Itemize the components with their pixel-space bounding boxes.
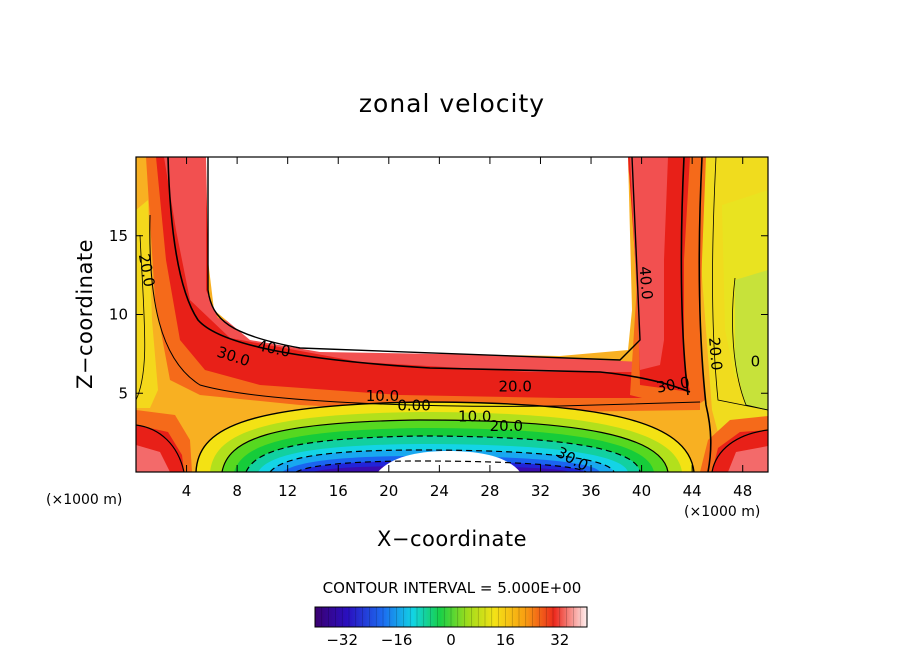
colorbar-stripes xyxy=(321,607,581,627)
y-ticks: 5 10 15 xyxy=(109,227,768,402)
colorbar-tick-label: −32 xyxy=(326,631,358,649)
contour-right-2 xyxy=(698,157,712,472)
contour-label: 20.0 xyxy=(705,336,726,371)
contour-labels: 20.040.030.010.00.0020.010.020.030.030.0… xyxy=(135,252,761,472)
x-tick-label: 4 xyxy=(182,482,192,500)
contour-label: 10.0 xyxy=(458,407,491,425)
contour-arch-3 xyxy=(245,435,641,472)
contour-label: 40.0 xyxy=(635,266,656,301)
contour-40-left xyxy=(207,157,641,361)
band-br-pink xyxy=(728,446,768,472)
contour-label: 10.0 xyxy=(366,387,399,405)
y-tick-label: 5 xyxy=(118,384,128,402)
x-tick-label: 12 xyxy=(278,482,297,500)
x-tick-label: 36 xyxy=(581,482,600,500)
chart-title: zonal velocity xyxy=(359,89,545,118)
x-tick-label: 24 xyxy=(430,482,449,500)
colorbar-tick-label: −16 xyxy=(381,631,413,649)
x-tick-label: 48 xyxy=(733,482,752,500)
contour-label: 20.0 xyxy=(498,377,531,395)
contour-br xyxy=(711,429,768,472)
y-tick-label: 15 xyxy=(109,227,128,245)
contour-thin-left xyxy=(136,234,146,401)
contour-interval-text: CONTOUR INTERVAL = 5.000E+00 xyxy=(323,579,582,597)
band-bl-pink xyxy=(136,445,170,472)
contour-arch-1 xyxy=(195,401,695,472)
x-units-right: (×1000 m) xyxy=(684,504,760,520)
x-tick-label: 28 xyxy=(480,482,499,500)
colorbar-ticks: −32 −16 0 16 32 xyxy=(326,631,569,649)
colorbar-tick-label: 0 xyxy=(446,631,456,649)
contour-bl xyxy=(136,424,185,472)
x-tick-label: 20 xyxy=(379,482,398,500)
band-right-greenish xyxy=(735,270,768,410)
contour-label: 0.00 xyxy=(397,396,430,414)
contour-30-left xyxy=(167,157,691,393)
x-units-left: (×1000 m) xyxy=(46,492,122,508)
colorbar-tick-label: 16 xyxy=(496,631,515,649)
contour-label: 0 xyxy=(751,352,761,370)
contour-arch-2 xyxy=(221,419,669,472)
y-tick-label: 10 xyxy=(109,306,128,324)
x-tick-label: 40 xyxy=(632,482,651,500)
colorbar xyxy=(314,606,588,628)
contour-lines xyxy=(136,157,768,472)
contour-arch-4 xyxy=(269,449,615,472)
contour-arch-5 xyxy=(295,460,587,472)
contour-right-1 xyxy=(680,157,689,396)
y-axis-label: Z−coordinate xyxy=(73,239,97,389)
obstacle-white xyxy=(206,157,632,356)
contour-label: 20.0 xyxy=(490,417,523,435)
x-tick-label: 8 xyxy=(232,482,242,500)
contour-label: 20.0 xyxy=(135,252,159,288)
band-left-yellow xyxy=(136,200,158,408)
contour-label: 30.0 xyxy=(655,373,691,397)
contour-20-left xyxy=(149,214,701,407)
colorbar-tick-label: 32 xyxy=(550,631,569,649)
x-ticks: 4 8 12 16 20 24 28 32 36 40 44 48 xyxy=(182,157,752,500)
contour-field: 20.040.030.010.00.0020.010.020.030.030.0… xyxy=(135,157,768,472)
x-tick-label: 16 xyxy=(329,482,348,500)
x-tick-label: 44 xyxy=(683,482,702,500)
contour-right-3 xyxy=(712,157,768,411)
contour-right-yellow xyxy=(732,277,768,411)
x-axis-label: X−coordinate xyxy=(377,527,527,551)
x-tick-label: 32 xyxy=(531,482,550,500)
